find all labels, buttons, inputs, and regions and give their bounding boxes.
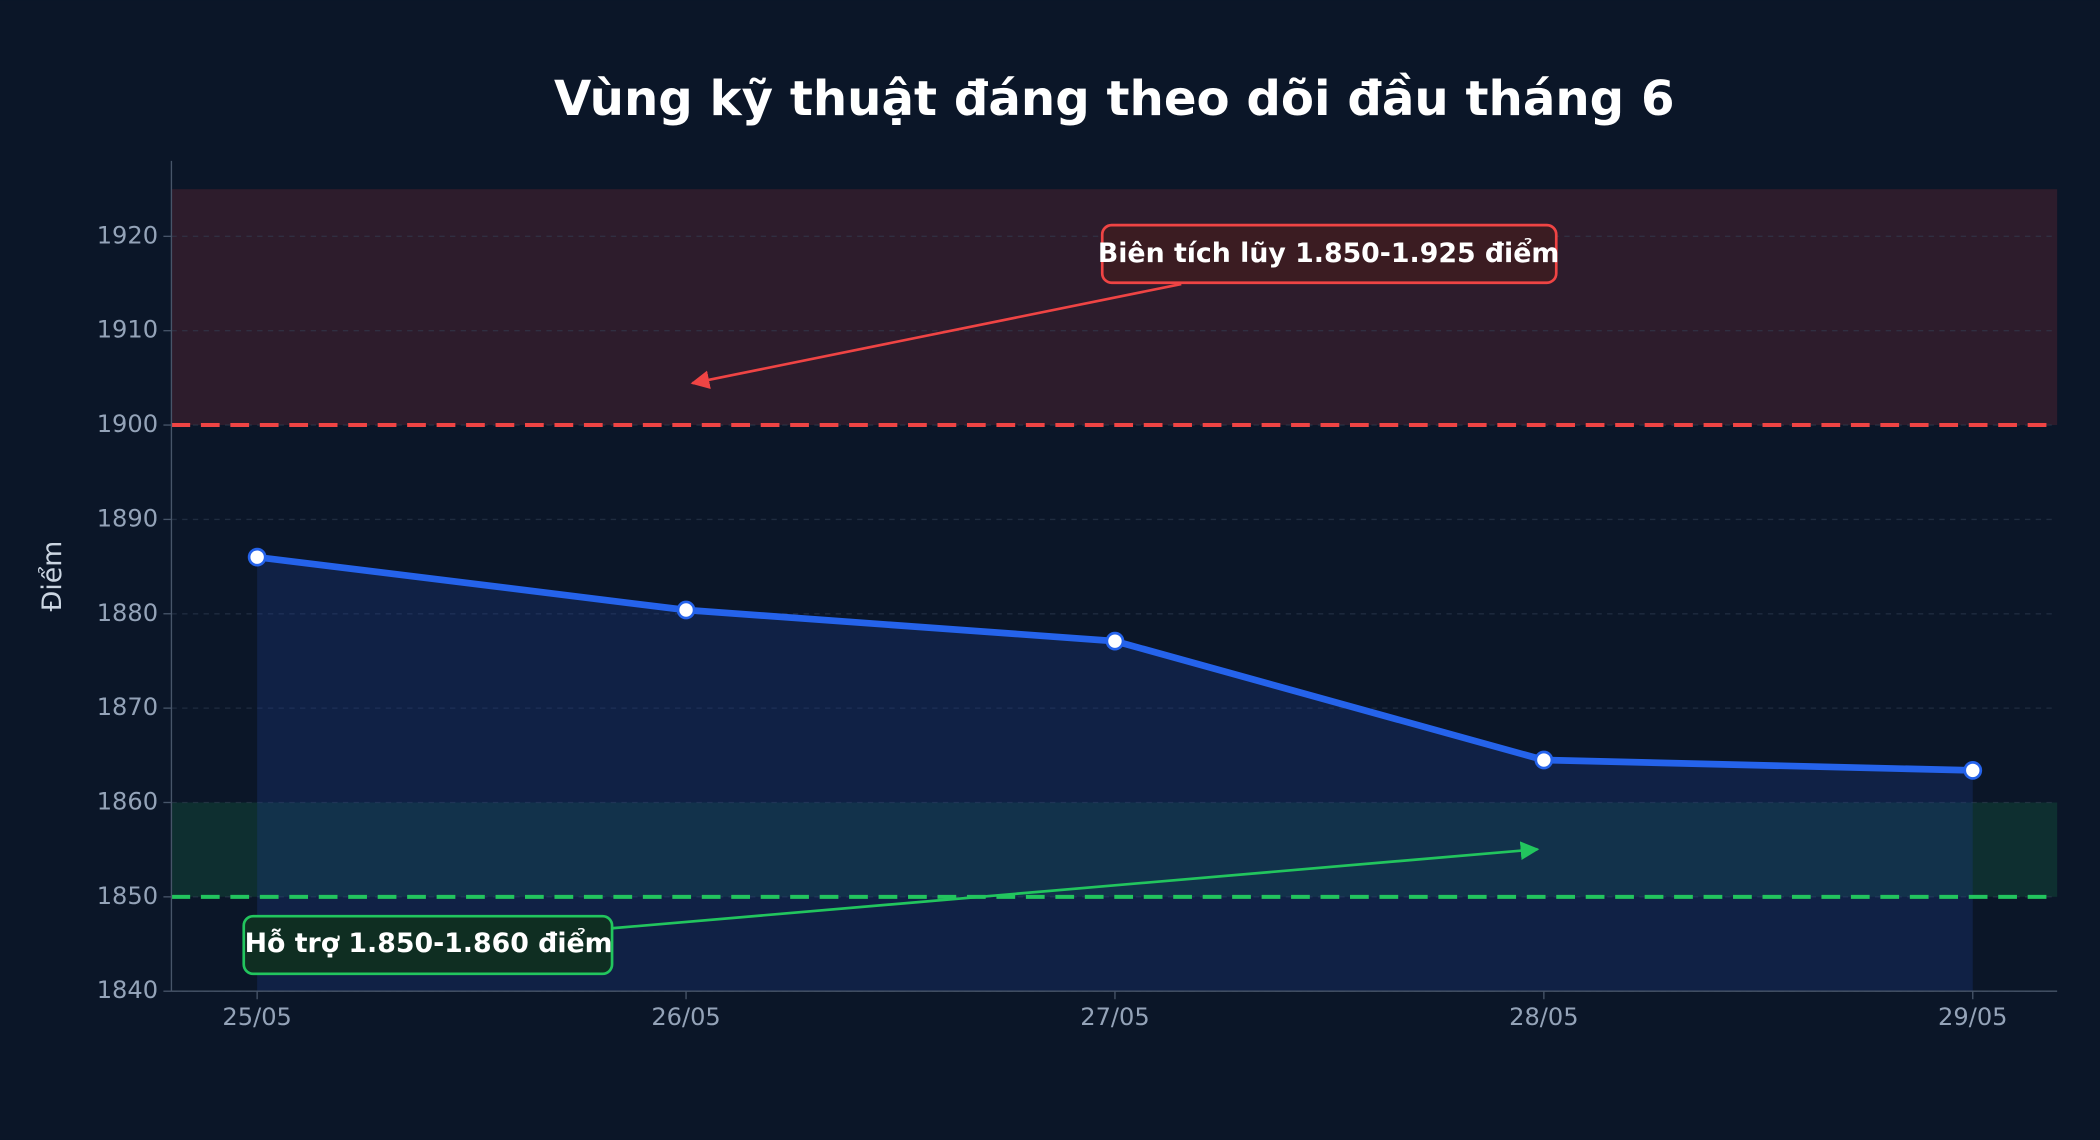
point — [1963, 761, 1983, 780]
x-tick-label: 28/05 — [1509, 1003, 1578, 1031]
point — [1105, 631, 1125, 651]
x-tick-label: 26/05 — [651, 1003, 720, 1031]
x-tick-label: 27/05 — [1080, 1003, 1149, 1031]
y-tick-label: 1900 — [97, 410, 158, 438]
zone — [171, 802, 2058, 897]
point — [1534, 750, 1554, 770]
y-tick-label: 1920 — [97, 221, 158, 249]
annotation-arrow — [611, 841, 1540, 930]
x-tick-label: 25/05 — [222, 1003, 291, 1031]
y-tick-label: 1880 — [97, 599, 158, 627]
annotation-text: Biên tích lũy 1.850-1.925 điểm — [1098, 236, 1559, 269]
y-tick-label: 1890 — [97, 504, 158, 532]
y-axis-label: Điểm — [37, 541, 68, 612]
y-tick-label: 1910 — [97, 316, 158, 344]
annotation-box — [1100, 223, 1558, 285]
area — [257, 557, 1973, 992]
y-tick-label: 1870 — [97, 693, 158, 721]
annotation-arrow — [690, 282, 1182, 390]
y-tick-label: 1850 — [97, 882, 158, 910]
annotation-box — [242, 914, 614, 976]
point — [676, 600, 696, 620]
y-tick-label: 1840 — [97, 976, 158, 1004]
y-tick-label: 1860 — [97, 787, 158, 815]
chart-title: Vùng kỹ thuật đáng theo dõi đầu tháng 6 — [554, 71, 1674, 127]
x-tick-label: 29/05 — [1938, 1003, 2007, 1031]
annotation-text: Hỗ trợ 1.850-1.860 điểm — [245, 926, 613, 959]
point — [247, 547, 267, 567]
